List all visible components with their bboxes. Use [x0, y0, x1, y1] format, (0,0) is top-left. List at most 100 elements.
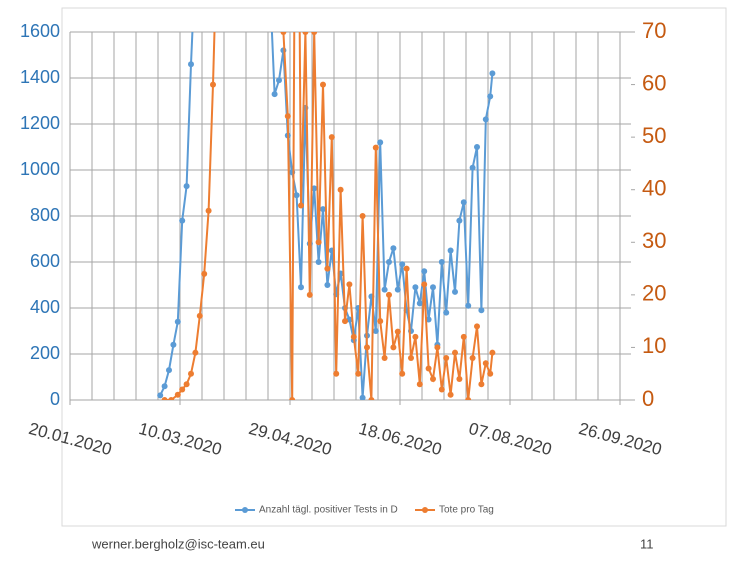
data-point: [306, 291, 313, 298]
data-point: [315, 239, 322, 246]
data-point: [320, 81, 326, 88]
data-point: [377, 139, 384, 146]
data-point: [333, 370, 340, 377]
x-tick-label: 20.01.2020: [27, 419, 114, 459]
data-point: [364, 344, 370, 351]
data-point: [469, 164, 476, 171]
data-point: [452, 349, 458, 356]
data-point: [179, 386, 186, 393]
data-point: [487, 370, 494, 377]
y2-tick-label: 10: [642, 333, 666, 358]
data-point: [489, 70, 496, 77]
data-point: [205, 207, 212, 214]
data-point: [482, 360, 489, 367]
data-point: [416, 381, 423, 388]
data-point: [460, 199, 467, 206]
data-point: [421, 268, 428, 275]
data-point: [346, 281, 353, 288]
data-point: [390, 344, 397, 351]
legend-label: Tote pro Tag: [439, 505, 494, 516]
data-point: [183, 381, 190, 388]
data-point: [324, 265, 331, 272]
data-point: [381, 286, 388, 293]
data-point: [443, 354, 450, 361]
data-point: [359, 394, 366, 400]
data-point: [447, 391, 454, 398]
data-point: [188, 370, 194, 377]
data-point: [210, 81, 216, 88]
data-point: [487, 93, 494, 100]
data-point: [447, 247, 454, 254]
data-point: [324, 282, 331, 288]
data-point: [438, 386, 445, 393]
y2-tick-label: 50: [642, 123, 666, 148]
footer-email: werner.bergholz@isc-team.eu: [91, 536, 265, 551]
data-point: [196, 312, 203, 319]
data-point: [174, 318, 181, 325]
y2-tick-label: 60: [642, 70, 666, 95]
data-point: [408, 354, 414, 361]
y-tick-label: 1400: [20, 67, 60, 87]
data-point: [456, 375, 463, 382]
data-point: [438, 259, 445, 265]
legend-marker: [242, 507, 248, 513]
data-point: [425, 365, 432, 372]
data-point: [342, 318, 348, 325]
data-point: [390, 245, 397, 252]
x-tick-label: 26.09.2020: [577, 419, 664, 459]
data-point: [381, 354, 388, 361]
data-point: [280, 32, 287, 35]
y-tick-label: 800: [30, 205, 60, 225]
data-point: [320, 206, 326, 213]
data-point: [377, 318, 384, 325]
data-point: [192, 349, 199, 356]
y2-tick-label: 20: [642, 281, 666, 306]
data-point: [188, 61, 194, 68]
y-tick-label: 1000: [20, 159, 60, 179]
data-point: [478, 307, 485, 314]
y-tick-label: 200: [30, 343, 60, 363]
series-line: [164, 32, 494, 400]
data-point: [489, 349, 496, 356]
data-point: [174, 391, 181, 398]
data-point: [170, 341, 177, 348]
data-point: [412, 333, 419, 340]
data-point: [298, 202, 304, 209]
data-point: [298, 284, 304, 291]
data-point: [469, 354, 476, 361]
data-point: [359, 213, 366, 219]
data-point: [465, 302, 472, 309]
data-point: [271, 91, 278, 98]
legend-label: Anzahl tägl. positiver Tests in D: [259, 505, 398, 516]
data-point: [456, 217, 463, 224]
data-point: [474, 323, 480, 330]
data-point: [328, 134, 335, 141]
plot-area: [157, 32, 496, 400]
data-point: [399, 261, 406, 268]
data-point: [394, 286, 401, 293]
data-point: [161, 383, 168, 390]
page-number: 11: [640, 536, 654, 551]
data-point: [311, 32, 318, 35]
y2-tick-label: 30: [642, 228, 666, 253]
data-point: [168, 397, 175, 400]
data-point: [284, 113, 291, 120]
data-point: [403, 265, 410, 272]
data-point: [421, 281, 428, 288]
data-point: [443, 309, 450, 316]
data-point: [368, 397, 375, 400]
y-tick-label: 400: [30, 297, 60, 317]
data-point: [482, 116, 489, 123]
data-point: [350, 333, 357, 340]
legend-marker: [422, 507, 428, 513]
data-point: [452, 288, 458, 295]
data-point: [416, 300, 423, 307]
x-tick-label: 29.04.2020: [247, 419, 334, 459]
y2-tick-label: 40: [642, 176, 666, 201]
data-point: [399, 370, 406, 377]
data-point: [315, 259, 322, 265]
x-tick-label: 10.03.2020: [137, 419, 224, 459]
data-point: [474, 144, 480, 150]
data-point: [161, 397, 168, 400]
